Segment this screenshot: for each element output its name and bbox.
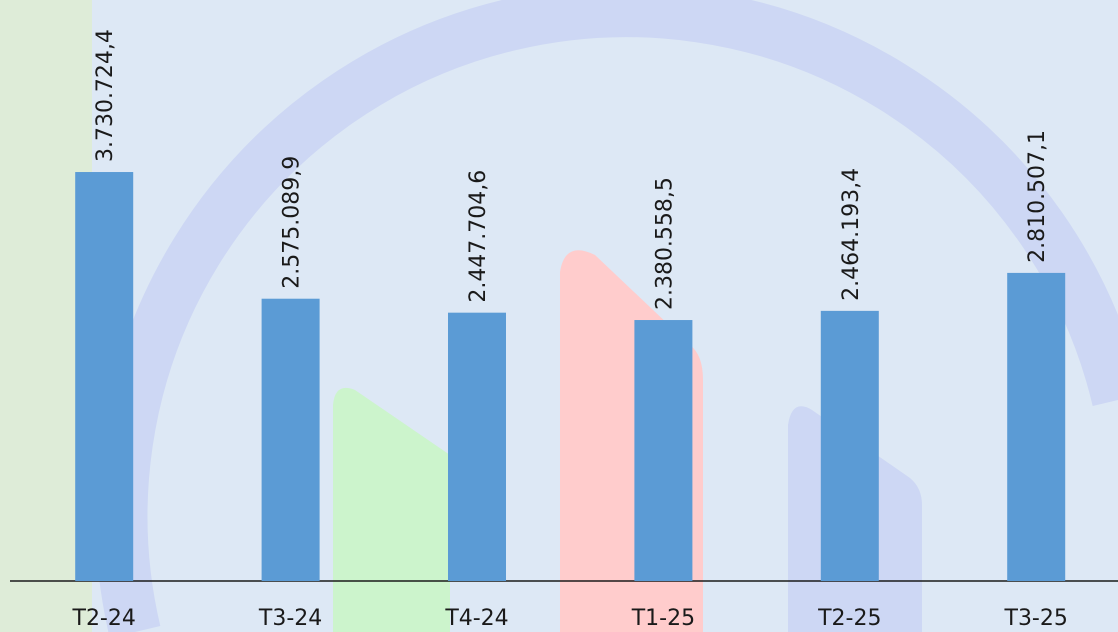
value-label: 2.810.507,1 [1025,130,1050,263]
x-tick-label: T3-25 [1004,606,1068,631]
bar [262,299,320,581]
value-label: 2.380.558,5 [652,177,677,310]
value-label: 2.464.193,4 [839,168,864,301]
value-label: 2.575.089,9 [280,156,305,289]
bar [448,313,506,581]
x-tick-label: T2-24 [72,606,136,631]
x-tick-label: T1-25 [631,606,695,631]
value-label: 3.730.724,4 [93,29,118,162]
chart: T2-24 3.730.724,4 T3-24 2.575.089,9 T4-24 2.4… [0,0,1118,632]
x-tick-label: T3-24 [258,606,322,631]
bar [821,311,879,581]
bar [75,172,133,581]
page: {"chart_data": {"type": "bar", "categori… [0,0,1118,632]
bar [1007,273,1065,581]
value-label: 2.447.704,6 [466,170,491,303]
x-tick-label: T2-25 [817,606,881,631]
x-tick-label: T4-24 [444,606,508,631]
bar [634,320,692,581]
